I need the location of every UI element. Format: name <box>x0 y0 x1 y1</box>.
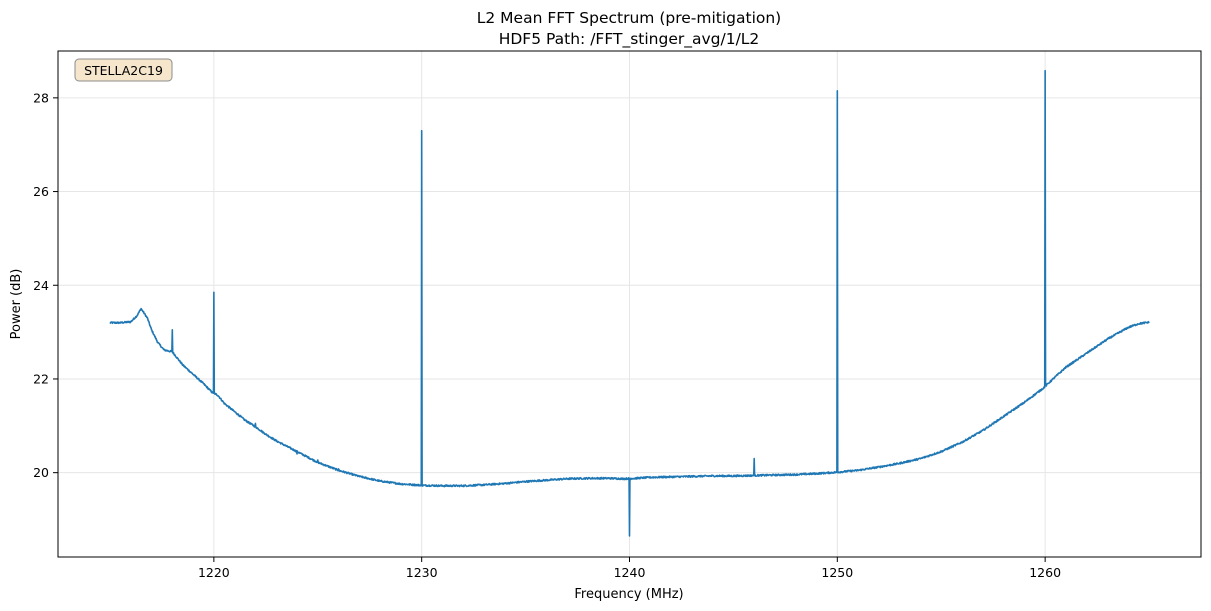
x-tick-label: 1240 <box>614 565 646 580</box>
y-tick-label: 22 <box>33 371 49 386</box>
ticks: 1220 1230 1240 1250 1260 20 22 24 26 28 <box>33 90 1061 580</box>
y-tick-label: 28 <box>33 90 49 105</box>
y-axis-label: Power (dB) <box>9 269 24 340</box>
y-tick-label: 20 <box>33 465 49 480</box>
annotation-badge: STELLA2C19 <box>74 58 173 82</box>
x-tick-label: 1250 <box>821 565 853 580</box>
chart-subtitle: HDF5 Path: /FFT_stinger_avg/1/L2 <box>499 30 760 49</box>
chart-title: L2 Mean FFT Spectrum (pre-mitigation) <box>477 9 781 27</box>
x-tick-label: 1260 <box>1029 565 1061 580</box>
x-tick-label: 1220 <box>198 565 230 580</box>
annotation-text: STELLA2C19 <box>84 63 163 78</box>
annotation-box <box>74 58 173 82</box>
y-tick-label: 24 <box>33 278 49 293</box>
y-tick-label: 26 <box>33 184 49 199</box>
series-line <box>109 69 1150 537</box>
x-axis-label: Frequency (MHz) <box>574 587 683 602</box>
x-tick-label: 1230 <box>406 565 438 580</box>
